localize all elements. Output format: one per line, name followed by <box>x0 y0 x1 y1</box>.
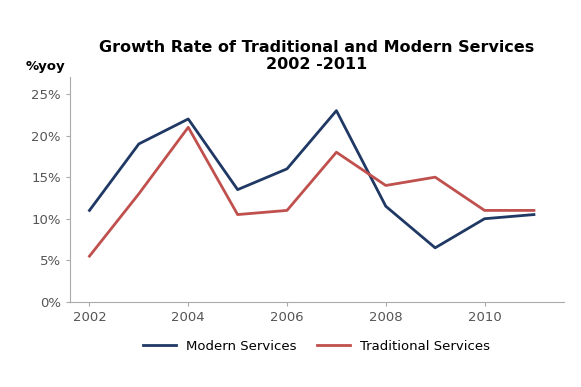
Title: Growth Rate of Traditional and Modern Services
2002 -2011: Growth Rate of Traditional and Modern Se… <box>99 39 535 72</box>
Modern Services <box>135 142 142 146</box>
Modern Services <box>382 204 389 209</box>
Line: Modern Services: Modern Services <box>89 111 534 248</box>
Traditional Services <box>284 208 290 213</box>
Modern Services <box>530 212 537 217</box>
Traditional Services <box>481 208 488 213</box>
Modern Services <box>432 245 439 250</box>
Traditional Services <box>333 150 340 154</box>
Traditional Services <box>530 208 537 213</box>
Modern Services <box>333 108 340 113</box>
Modern Services <box>481 216 488 221</box>
Modern Services <box>86 208 93 213</box>
Traditional Services <box>382 183 389 188</box>
Modern Services <box>234 187 241 192</box>
Traditional Services <box>135 192 142 196</box>
Modern Services <box>185 116 192 121</box>
Traditional Services <box>86 254 93 259</box>
Traditional Services <box>432 175 439 180</box>
Text: %yoy: %yoy <box>26 60 65 73</box>
Traditional Services <box>185 125 192 130</box>
Line: Traditional Services: Traditional Services <box>89 127 534 256</box>
Traditional Services <box>234 212 241 217</box>
Legend: Modern Services, Traditional Services: Modern Services, Traditional Services <box>138 334 496 358</box>
Modern Services <box>284 166 290 171</box>
